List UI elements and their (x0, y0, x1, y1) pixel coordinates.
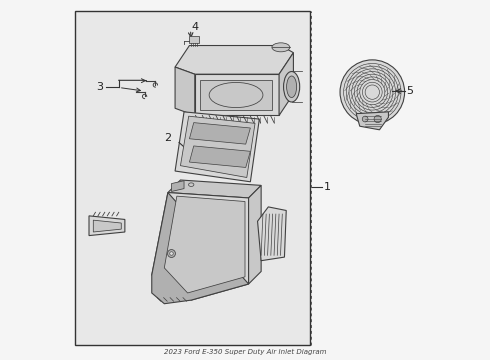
Text: 5: 5 (406, 86, 414, 96)
Polygon shape (175, 67, 195, 116)
Polygon shape (356, 112, 389, 130)
Polygon shape (168, 180, 261, 198)
Text: 1: 1 (324, 182, 331, 192)
Polygon shape (190, 123, 250, 144)
Text: 3: 3 (97, 82, 103, 93)
Ellipse shape (284, 72, 300, 102)
Ellipse shape (209, 82, 263, 108)
Polygon shape (258, 207, 286, 261)
Polygon shape (89, 216, 125, 235)
Circle shape (374, 116, 381, 123)
Polygon shape (93, 220, 122, 232)
Circle shape (362, 116, 368, 122)
Circle shape (340, 60, 405, 125)
Polygon shape (279, 53, 294, 116)
Text: 2: 2 (164, 133, 171, 143)
Text: 2023 Ford E-350 Super Duty Air Inlet Diagram: 2023 Ford E-350 Super Duty Air Inlet Dia… (164, 349, 326, 355)
Polygon shape (195, 74, 279, 116)
Polygon shape (180, 116, 255, 177)
Text: 4: 4 (192, 22, 199, 32)
Polygon shape (190, 146, 250, 167)
Polygon shape (175, 112, 259, 182)
Polygon shape (248, 185, 261, 284)
Ellipse shape (287, 76, 296, 98)
Bar (200, 80, 272, 110)
Ellipse shape (189, 183, 194, 186)
Polygon shape (175, 45, 294, 74)
Ellipse shape (168, 249, 175, 257)
Polygon shape (152, 193, 248, 300)
Bar (190, 36, 199, 42)
Polygon shape (172, 181, 184, 192)
Bar (74, 12, 310, 345)
Ellipse shape (170, 252, 173, 255)
Polygon shape (164, 196, 245, 293)
Polygon shape (152, 193, 248, 304)
Ellipse shape (272, 43, 290, 52)
